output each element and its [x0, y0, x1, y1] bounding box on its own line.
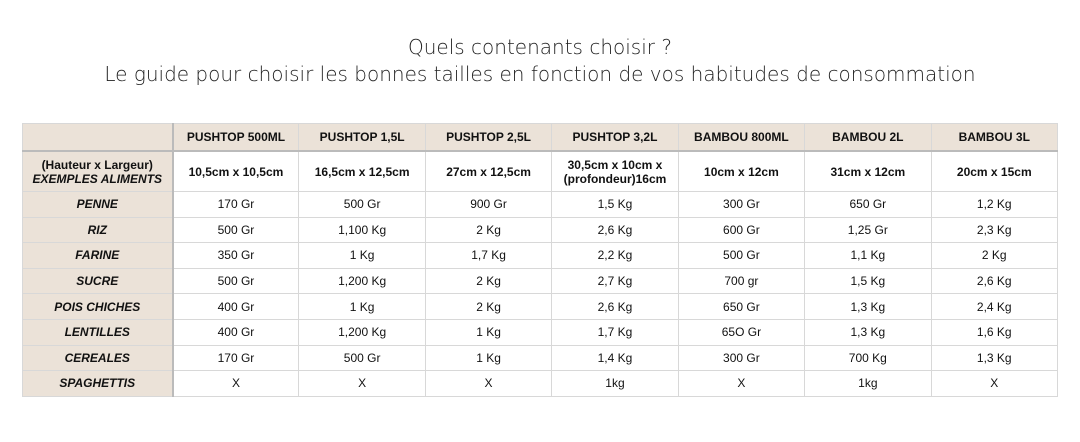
column-header: BAMBOU 800ML	[677, 123, 806, 152]
dimension-cell: 10,5cm x 10,5cm	[171, 150, 300, 192]
column-header: PUSHTOP 3,2L	[551, 123, 679, 152]
table-cell: X	[298, 370, 426, 397]
dimensions-label-line2: EXEMPLES ALIMENTS	[32, 171, 163, 186]
column-header: PUSHTOP 2,5L	[424, 123, 553, 152]
column-header: BAMBOU 2L	[804, 123, 932, 152]
table-cell: 1 Kg	[298, 242, 426, 269]
row-label: SUCRE	[22, 267, 174, 295]
table-cell: 300 Gr	[677, 191, 806, 218]
header-corner	[22, 123, 174, 152]
table-row: CEREALES 170 Gr 500 Gr 1 Kg 1,4 Kg 300 Gr 700 …	[22, 344, 1059, 372]
header-row: PUSHTOP 500ML PUSHTOP 1,5L PUSHTOP 2,5L PUS…	[22, 123, 1059, 152]
table-cell: 500 Gr	[298, 344, 426, 372]
table-row: POIS CHICHES 400 Gr 1 Kg 2 Kg 2,6 Kg 650 Gr 1,…	[22, 293, 1059, 320]
table-cell: 400 Gr	[171, 293, 300, 320]
table-cell: 500 Gr	[171, 216, 300, 244]
dimension-cell: 31cm x 12cm	[804, 150, 932, 192]
table-cell: 2,7 Kg	[551, 267, 679, 295]
table-cell: 1,3 Kg	[930, 344, 1059, 372]
row-label: FARINE	[22, 242, 174, 269]
table-row: SUCRE 500 Gr 1,200 Kg 2 Kg 2,7 Kg 700 gr 1,5 K…	[22, 267, 1059, 295]
table-cell: 1kg	[804, 370, 932, 397]
table-cell: 1,4 Kg	[551, 344, 679, 372]
table-cell: 1,200 Kg	[298, 267, 426, 295]
dimension-cell: 16,5cm x 12,5cm	[298, 150, 426, 192]
table-cell: 900 Gr	[424, 191, 553, 218]
table-cell: 700 gr	[677, 267, 806, 295]
table-cell: 400 Gr	[171, 318, 300, 346]
table-cell: 2,4 Kg	[930, 293, 1059, 320]
table-cell: 170 Gr	[171, 344, 300, 372]
container-size-table: PUSHTOP 500ML PUSHTOP 1,5L PUSHTOP 2,5L PUS…	[22, 123, 1059, 397]
table-cell: X	[930, 370, 1059, 397]
row-label: POIS CHICHES	[22, 293, 174, 320]
row-label: RIZ	[22, 216, 174, 244]
table-cell: 1 Kg	[424, 318, 553, 346]
row-label: LENTILLES	[22, 318, 174, 346]
table-cell: 650 Gr	[677, 293, 806, 320]
table-cell: 2,6 Kg	[551, 293, 679, 320]
table-row: RIZ 500 Gr 1,100 Kg 2 Kg 2,6 Kg 600 Gr 1,25 Gr…	[22, 216, 1059, 244]
dimensions-label: (Hauteur x Largeur) EXEMPLES ALIMENTS	[22, 150, 174, 192]
table-cell: 2 Kg	[930, 242, 1059, 269]
dimension-cell: 10cm x 12cm	[677, 150, 806, 192]
table-row: FARINE 350 Gr 1 Kg 1,7 Kg 2,2 Kg 500 Gr 1,1 Kg…	[22, 242, 1059, 269]
table-row: LENTILLES 400 Gr 1,200 Kg 1 Kg 1,7 Kg 65O Gr 1…	[22, 318, 1059, 346]
page-title: Quels contenants choisir ? Le guide pour…	[0, 34, 1080, 88]
row-label: PENNE	[22, 191, 174, 218]
dimension-cell: 30,5cm x 10cm x (profondeur)16cm	[551, 150, 679, 192]
table-cell: 1,2 Kg	[930, 191, 1059, 218]
table-cell: 1,3 Kg	[804, 318, 932, 346]
table-cell: 500 Gr	[677, 242, 806, 269]
table-cell: 1,100 Kg	[298, 216, 426, 244]
table-cell: 2,6 Kg	[551, 216, 679, 244]
table-cell: 1,6 Kg	[930, 318, 1059, 346]
table-cell: 700 Kg	[804, 344, 932, 372]
table-cell: 600 Gr	[677, 216, 806, 244]
table-cell: 1 Kg	[298, 293, 426, 320]
table-cell: 500 Gr	[171, 267, 300, 295]
table-cell: X	[171, 370, 300, 397]
table-cell: 1 Kg	[424, 344, 553, 372]
table-cell: 1,7 Kg	[551, 318, 679, 346]
table-cell: 500 Gr	[298, 191, 426, 218]
table-cell: X	[424, 370, 553, 397]
column-header: PUSHTOP 500ML	[171, 123, 300, 152]
table-cell: 1,7 Kg	[424, 242, 553, 269]
column-header: PUSHTOP 1,5L	[298, 123, 426, 152]
table-cell: 2,6 Kg	[930, 267, 1059, 295]
dimensions-row: (Hauteur x Largeur) EXEMPLES ALIMENTS 10…	[22, 150, 1059, 192]
table-cell: 1kg	[551, 370, 679, 397]
table-cell: 1,25 Gr	[804, 216, 932, 244]
title-line-1: Quels contenants choisir ?	[408, 35, 672, 59]
table-cell: 1,5 Kg	[551, 191, 679, 218]
dimensions-label-line1: (Hauteur x Largeur)	[41, 157, 153, 172]
dimension-cell: 20cm x 15cm	[930, 150, 1059, 192]
dimension-cell: 27cm x 12,5cm	[424, 150, 553, 192]
table-cell: 350 Gr	[171, 242, 300, 269]
title-line-2: Le guide pour choisir les bonnes tailles…	[104, 62, 976, 86]
row-label: CEREALES	[22, 344, 174, 372]
table-cell: 1,1 Kg	[804, 242, 932, 269]
table-cell: 2,2 Kg	[551, 242, 679, 269]
table-cell: 1,200 Kg	[298, 318, 426, 346]
row-label: SPAGHETTIS	[22, 370, 174, 397]
table-cell: 1,3 Kg	[804, 293, 932, 320]
table-cell: 2,3 Kg	[930, 216, 1059, 244]
table-row: SPAGHETTIS X X X 1kg X 1kg X	[22, 370, 1059, 397]
table-cell: 170 Gr	[171, 191, 300, 218]
table-cell: 2 Kg	[424, 293, 553, 320]
table-row: PENNE 170 Gr 500 Gr 900 Gr 1,5 Kg 300 Gr 650 G…	[22, 191, 1059, 218]
table-cell: 650 Gr	[804, 191, 932, 218]
table-cell: 1,5 Kg	[804, 267, 932, 295]
table-cell: X	[677, 370, 806, 397]
table-cell: 65O Gr	[677, 318, 806, 346]
table-cell: 300 Gr	[677, 344, 806, 372]
table-cell: 2 Kg	[424, 216, 553, 244]
column-header: BAMBOU 3L	[930, 123, 1059, 152]
table-cell: 2 Kg	[424, 267, 553, 295]
